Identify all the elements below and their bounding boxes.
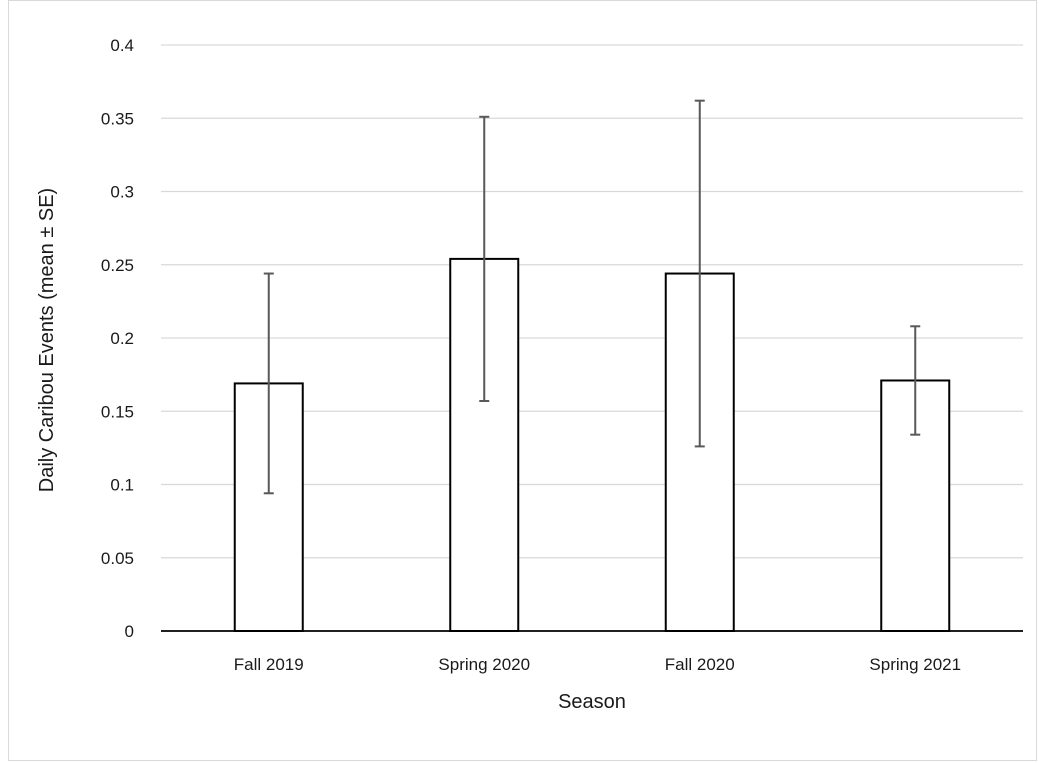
- x-axis-ticks: Fall 2019 Spring 2020 Fall 2020 Spring 2021: [234, 655, 961, 674]
- x-tick-label: Fall 2020: [665, 655, 735, 674]
- y-tick-label: 0.25: [101, 256, 134, 275]
- y-axis-ticks: 0 0.05 0.1 0.15 0.2 0.25 0.3 0.35 0.4: [101, 36, 134, 641]
- chart-area: 0 0.05 0.1 0.15 0.2 0.25 0.3 0.35 0.4 Fall 2019 S…: [8, 0, 1037, 761]
- y-tick-label: 0.4: [110, 36, 134, 55]
- error-bars: [263, 99, 921, 495]
- x-tick-label: Spring 2021: [869, 655, 961, 674]
- y-tick-label: 0.35: [101, 109, 134, 128]
- bar: [880, 379, 951, 632]
- y-tick-label: 0.05: [101, 549, 134, 568]
- y-tick-label: 0.2: [110, 329, 134, 348]
- y-tick-label: 0: [125, 622, 134, 641]
- x-axis-title: Season: [558, 691, 626, 713]
- x-tick-label: Spring 2020: [438, 655, 530, 674]
- y-tick-label: 0.1: [110, 476, 134, 495]
- bars: [233, 257, 951, 633]
- y-tick-label: 0.15: [101, 402, 134, 421]
- y-tick-label: 0.3: [110, 183, 134, 202]
- x-tick-label: Fall 2019: [234, 655, 304, 674]
- gridlines: [161, 44, 1023, 559]
- y-axis-title: Daily Caribou Events (mean ± SE): [36, 188, 58, 492]
- bar-chart: 0 0.05 0.1 0.15 0.2 0.25 0.3 0.35 0.4 Fall 2019 S…: [36, 36, 1023, 713]
